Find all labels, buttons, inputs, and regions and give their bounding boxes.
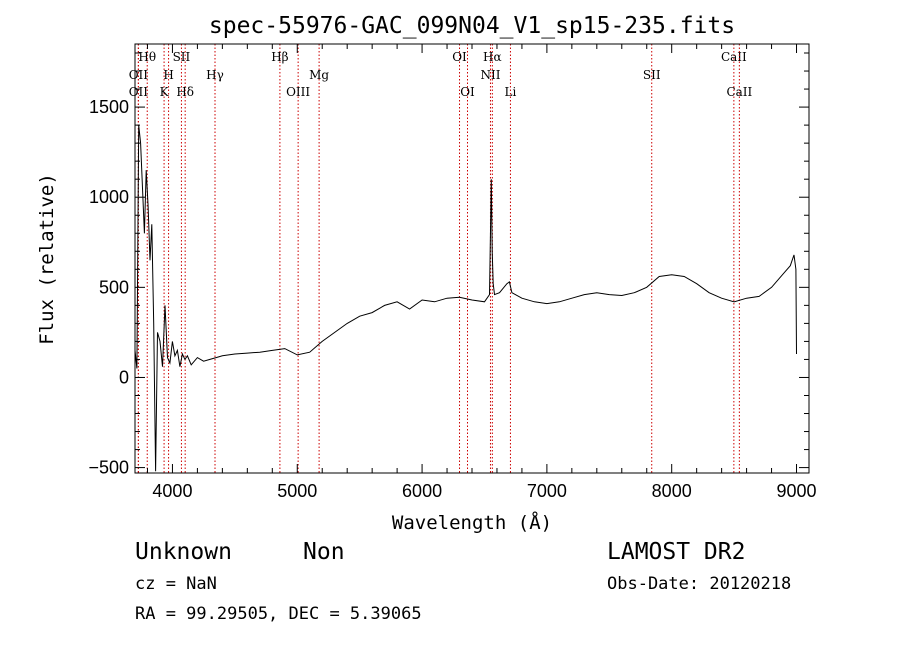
x-tick-label-4: 8000 (652, 481, 692, 501)
object-class: Unknown (135, 539, 232, 565)
marker-label-16: SII (643, 68, 661, 82)
marker-label-0: OII (129, 68, 149, 82)
marker-label-1: OII (129, 85, 149, 99)
tick-labels: 4000 5000 6000 7000 8000 9000 −500 0 500 1000 1500 (88, 97, 816, 501)
marker-label-10: Mg (309, 68, 329, 82)
y-tick-label-3: 1000 (89, 187, 129, 207)
marker-label-3: K (160, 85, 170, 99)
marker-label-6: Hδ (176, 85, 194, 99)
marker-label-15: Li (505, 85, 517, 99)
y-axis-label: Flux (relative) (36, 173, 58, 345)
marker-label-18: CaII (726, 85, 752, 99)
marker-label-9: OIII (286, 85, 310, 99)
survey-name: LAMOST DR2 (607, 539, 745, 565)
redshift-cz: cz = NaN (135, 574, 217, 594)
y-tick-label-4: 1500 (89, 97, 129, 117)
marker-label-17: CaII (721, 50, 747, 64)
marker-label-5: SII (173, 50, 191, 64)
marker-label-2: Hθ (138, 50, 156, 64)
obs-date: Obs-Date: 20120218 (607, 574, 791, 594)
marker-label-14: Hα (483, 50, 502, 64)
x-tick-label-3: 7000 (527, 481, 567, 501)
x-tick-label-5: 9000 (776, 481, 816, 501)
plot-frame (134, 43, 810, 474)
marker-label-7: Hγ (206, 68, 224, 82)
y-tick-label-1: 0 (119, 367, 129, 387)
line-markers: OIIOIIHθKHSIIHδHγHβOIIIMgOIOINIIHαLiSIIC… (129, 44, 753, 473)
marker-label-11: OI (452, 50, 467, 64)
axis-ticks (135, 44, 809, 473)
spectrum-series (134, 125, 797, 472)
coordinates: RA = 99.29505, DEC = 5.39065 (135, 604, 422, 624)
x-tick-label-2: 6000 (402, 481, 442, 501)
marker-label-12: OI (460, 85, 475, 99)
y-tick-label-2: 500 (99, 277, 129, 297)
y-tick-label-0: −500 (88, 458, 129, 478)
marker-label-4: H (163, 68, 173, 82)
marker-label-8: Hβ (271, 50, 288, 64)
x-axis-label: Wavelength (Å) (392, 511, 552, 534)
marker-label-13: NII (480, 68, 500, 82)
x-tick-label-0: 4000 (152, 481, 192, 501)
object-subclass: Non (303, 539, 345, 565)
chart-title: spec-55976-GAC_099N04_V1_sp15-235.fits (209, 13, 735, 39)
spectrum-line-0 (134, 125, 797, 472)
x-tick-label-1: 5000 (277, 481, 317, 501)
